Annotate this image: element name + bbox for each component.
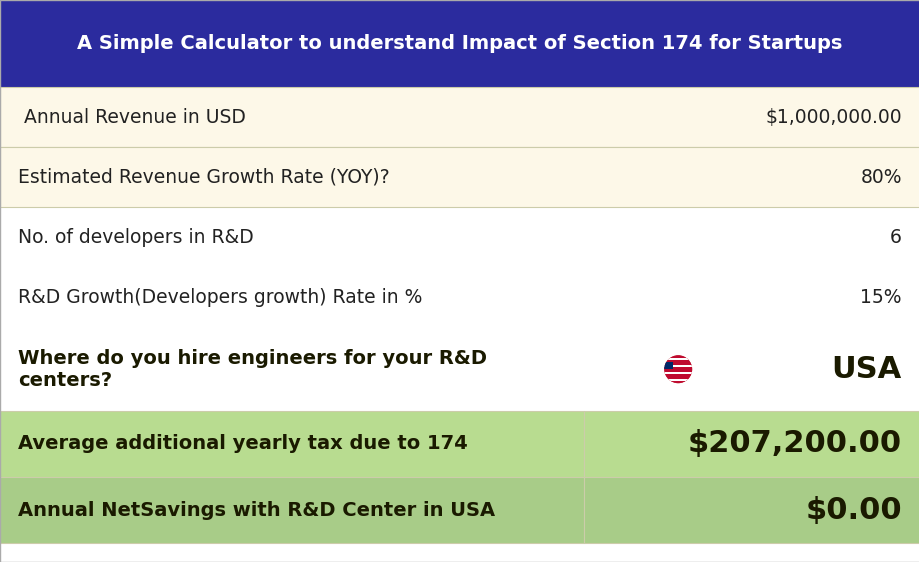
Bar: [0, 147, 919, 207]
Bar: [664, 365, 691, 367]
Text: No. of developers in R&D: No. of developers in R&D: [18, 228, 254, 247]
Text: $0.00: $0.00: [804, 496, 901, 525]
Text: 80%: 80%: [859, 168, 901, 187]
Text: Annual Revenue in USD: Annual Revenue in USD: [18, 108, 245, 126]
Bar: [0, 268, 919, 328]
Bar: [0, 207, 919, 268]
Text: $1,000,000.00: $1,000,000.00: [765, 108, 901, 126]
Text: 15%: 15%: [859, 288, 901, 307]
Bar: [664, 358, 691, 360]
Bar: [0, 87, 919, 147]
Circle shape: [664, 355, 691, 383]
Bar: [0, 0, 919, 87]
Bar: [664, 379, 691, 380]
Text: A Simple Calculator to understand Impact of Section 174 for Startups: A Simple Calculator to understand Impact…: [77, 34, 842, 53]
Bar: [584, 328, 919, 411]
Bar: [584, 411, 919, 477]
Text: $207,200.00: $207,200.00: [687, 429, 901, 459]
Bar: [584, 477, 919, 543]
Text: Where do you hire engineers for your R&D
centers?: Where do you hire engineers for your R&D…: [18, 349, 486, 389]
Bar: [664, 371, 691, 374]
Text: Average additional yearly tax due to 174: Average additional yearly tax due to 174: [18, 434, 467, 454]
Text: USA: USA: [831, 355, 901, 384]
Bar: [0, 477, 584, 543]
Bar: [0, 411, 584, 477]
Text: R&D Growth(Developers growth) Rate in %: R&D Growth(Developers growth) Rate in %: [18, 288, 422, 307]
Text: Estimated Revenue Growth Rate (YOY)?: Estimated Revenue Growth Rate (YOY)?: [18, 168, 390, 187]
Bar: [0, 328, 584, 411]
Text: 6: 6: [890, 228, 901, 247]
Text: Annual NetSavings with R&D Center in USA: Annual NetSavings with R&D Center in USA: [18, 501, 494, 520]
Bar: [664, 361, 672, 369]
